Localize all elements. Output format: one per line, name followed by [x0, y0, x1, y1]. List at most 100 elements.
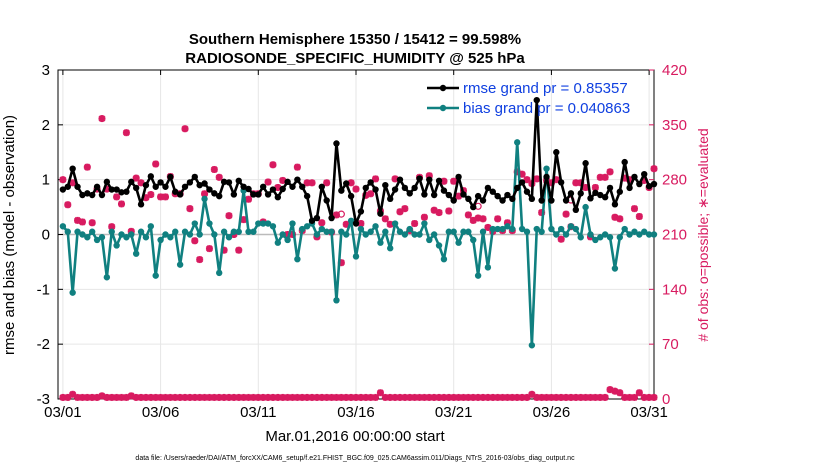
bias-point — [538, 228, 545, 235]
bias-point — [518, 225, 526, 233]
rmse-point — [440, 187, 448, 194]
rmse-point — [328, 214, 335, 222]
rmse-point — [245, 185, 252, 193]
rmse-point — [313, 214, 321, 222]
bias-point — [318, 225, 326, 233]
y-left-tick-label: -2 — [37, 336, 50, 353]
rmse-point — [142, 181, 150, 189]
x-tick-label: 03/01 — [44, 404, 82, 421]
rmse-point — [357, 208, 365, 215]
obs-evaluated-marker — [69, 390, 77, 398]
obs-evaluated-marker — [391, 175, 399, 183]
bias-point — [235, 228, 242, 235]
legend: rmse grand pr = 0.85357 bias grand pr = 0… — [427, 80, 630, 117]
obs-evaluated-marker — [83, 163, 91, 171]
bias-point — [474, 272, 482, 279]
rmse-point — [553, 149, 560, 156]
bias-point — [460, 228, 467, 235]
obs-evaluated-marker — [269, 161, 277, 169]
bias-point — [79, 231, 86, 238]
y-right-tick-label: 280 — [662, 172, 687, 189]
bias-point — [264, 220, 272, 227]
bias-point — [430, 231, 438, 238]
bias-point — [191, 220, 198, 227]
rmse-point — [235, 177, 242, 184]
obs-evaluated-marker — [161, 193, 169, 201]
bias-point — [567, 223, 575, 230]
rmse-point — [582, 160, 589, 167]
obs-evaluated-marker — [191, 237, 199, 245]
bias-point — [533, 225, 540, 233]
obs-evaluated-marker — [308, 179, 316, 187]
bias-point — [176, 261, 184, 268]
obs-evaluated-marker — [64, 393, 72, 401]
rmse-point — [641, 170, 648, 178]
rmse-point — [465, 195, 472, 203]
legend-entry: bias grand pr = 0.040863 — [427, 100, 630, 117]
rmse-point — [103, 178, 111, 186]
obs-evaluated-marker — [606, 168, 614, 176]
bias-point — [367, 228, 374, 235]
bias-point — [636, 231, 643, 238]
bias-point — [562, 231, 570, 238]
rmse-point — [206, 186, 213, 193]
bias-point — [450, 228, 457, 235]
rmse-point — [567, 190, 575, 197]
chart-subtitle: RADIOSONDE_SPECIFIC_HUMIDITY @ 525 hPa — [185, 50, 525, 67]
bias-point — [386, 245, 394, 252]
rmse-point — [416, 175, 423, 182]
x-tick-label: 03/16 — [337, 404, 375, 421]
bias-point — [142, 234, 150, 241]
y-left-tick-label: -1 — [37, 281, 50, 298]
rmse-point — [250, 191, 257, 198]
rmse-point — [421, 191, 428, 198]
rmse-point — [79, 191, 86, 199]
rmse-point — [303, 192, 311, 200]
bias-point — [528, 342, 536, 349]
obs-evaluated-marker — [205, 245, 213, 253]
bias-point — [582, 203, 589, 211]
bias-point — [211, 231, 218, 238]
obs-evaluated-marker — [381, 215, 389, 223]
bias-point — [113, 242, 120, 249]
obs-evaluated-marker — [401, 205, 409, 213]
obs-evaluated-marker — [523, 393, 531, 401]
rmse-point — [279, 185, 286, 193]
bias-point — [74, 228, 81, 235]
rmse-point — [64, 183, 71, 190]
bias-point — [93, 236, 101, 244]
rmse-point — [172, 188, 179, 195]
obs-evaluated-marker — [352, 185, 360, 193]
y-right-tick-label: 420 — [662, 62, 687, 79]
y-left-tick-label: -3 — [37, 391, 50, 408]
y-left-tick-label: 1 — [42, 172, 50, 189]
rmse-point — [494, 192, 501, 200]
y-right-ticks: 0 70 140 210 280 350 420 — [649, 62, 687, 408]
bias-point — [269, 223, 277, 230]
bias-point — [543, 165, 550, 172]
bias-point — [162, 231, 169, 238]
obs-evaluated-marker — [186, 205, 194, 213]
bias-point — [382, 228, 389, 235]
rmse-point — [504, 191, 511, 199]
obs-evaluated-marker — [557, 235, 565, 243]
bias-point — [465, 228, 472, 235]
obs-evaluated-marker — [196, 256, 204, 264]
x-tick-label: 03/31 — [630, 404, 668, 421]
rmse-point — [225, 179, 233, 186]
rmse-point — [201, 180, 208, 187]
rmse-point — [562, 197, 570, 204]
obs-evaluated-marker — [118, 200, 126, 208]
bias-point — [108, 228, 115, 235]
rmse-point — [426, 176, 433, 183]
rmse-point — [108, 186, 115, 193]
rmse-point — [362, 184, 369, 192]
rmse-point — [430, 191, 438, 199]
bias-point — [196, 231, 203, 238]
rmse-point — [264, 191, 272, 198]
rmse-point — [338, 187, 345, 194]
rmse-point — [401, 184, 409, 192]
rmse-point — [98, 191, 106, 199]
bias-point — [274, 239, 282, 246]
obs-evaluated-marker — [181, 125, 189, 133]
